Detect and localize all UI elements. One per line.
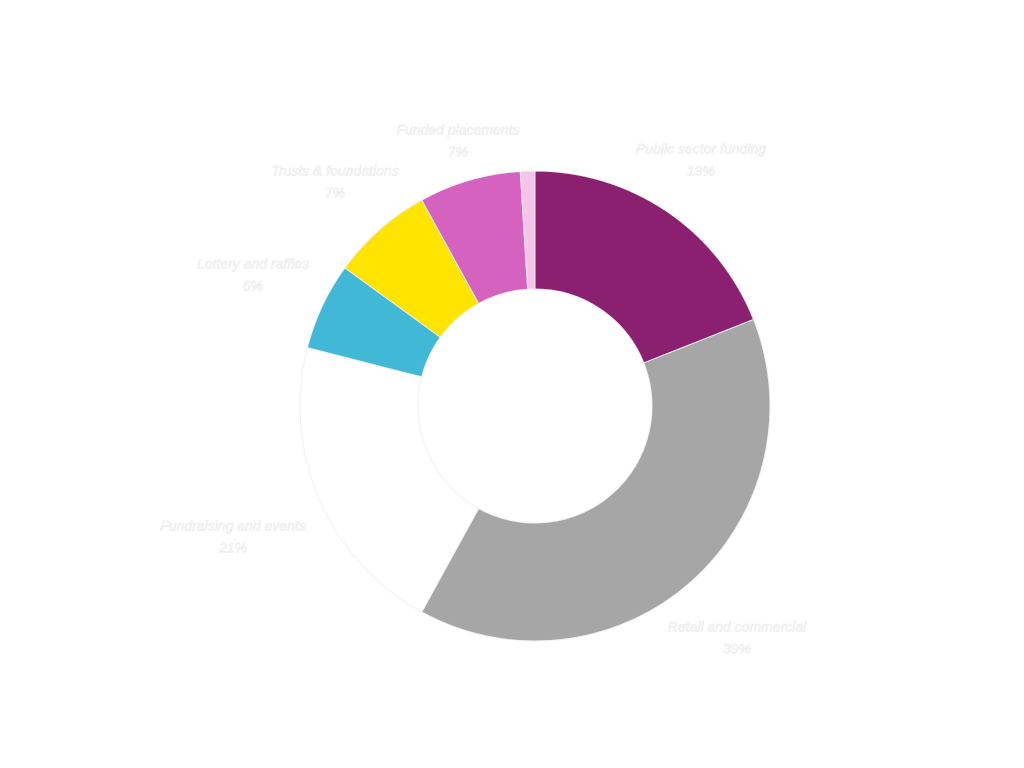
slice-label: Trusts & foundations [271, 163, 398, 179]
slice-label: Retail and commercial [668, 619, 807, 635]
slice-value-label: 21% [218, 540, 247, 556]
donut-slice [519, 170, 536, 290]
slice-value-label: 19% [687, 163, 715, 179]
slice-value-label: 7% [448, 144, 468, 160]
donut-slice [421, 318, 771, 642]
slice-value-label: 7% [325, 185, 345, 201]
slice-label: Fundraising and events [160, 518, 306, 534]
slice-label: Funded placements [397, 122, 520, 138]
donut-slice [534, 170, 755, 364]
donut-slice [299, 346, 480, 613]
slice-label: Lottery and raffles [197, 256, 309, 272]
slice-value-label: 6% [243, 278, 263, 294]
slice-label: Public sector funding [636, 141, 766, 157]
slice-value-label: 39% [723, 641, 751, 657]
